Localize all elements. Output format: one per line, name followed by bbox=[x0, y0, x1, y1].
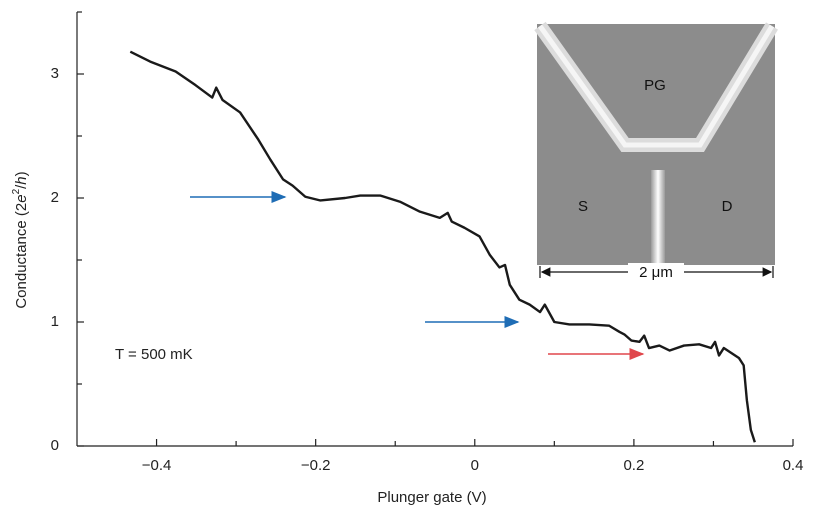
x-axis-label: Plunger gate (V) bbox=[377, 489, 486, 506]
inset-label: D bbox=[722, 198, 733, 215]
arrows bbox=[190, 191, 645, 360]
x-tick-label: 0 bbox=[471, 457, 479, 474]
x-tick-label: 0.2 bbox=[623, 457, 644, 474]
x-tick-label: 0.4 bbox=[783, 457, 804, 474]
y-tick-label: 2 bbox=[51, 189, 59, 206]
x-tick-label: −0.4 bbox=[142, 457, 172, 474]
data-line bbox=[129, 50, 756, 443]
scale-bar-label: 2 μm bbox=[639, 264, 673, 281]
y-tick-label: 3 bbox=[51, 65, 59, 82]
x-tick-label: −0.2 bbox=[301, 457, 331, 474]
inset-label: PG bbox=[644, 77, 666, 94]
inset-label: S bbox=[578, 198, 588, 215]
y-axis-label-part: Conductance (2 bbox=[13, 203, 30, 309]
y-axis-label-part: 2 bbox=[11, 188, 22, 194]
inset-image: PG S D 2 μm bbox=[534, 21, 778, 281]
y-axis-label-part: e bbox=[13, 194, 30, 202]
annotation: T = 500 mK bbox=[115, 346, 193, 363]
y-axis-label-part: h bbox=[13, 176, 30, 184]
y-tick-label: 0 bbox=[51, 437, 59, 454]
y-axis-label-part: / bbox=[13, 184, 30, 189]
y-tick-label: 1 bbox=[51, 313, 59, 330]
y-axis-label: Conductance (2e2/h) bbox=[11, 171, 30, 308]
y-axis-label-part: ) bbox=[13, 171, 30, 176]
